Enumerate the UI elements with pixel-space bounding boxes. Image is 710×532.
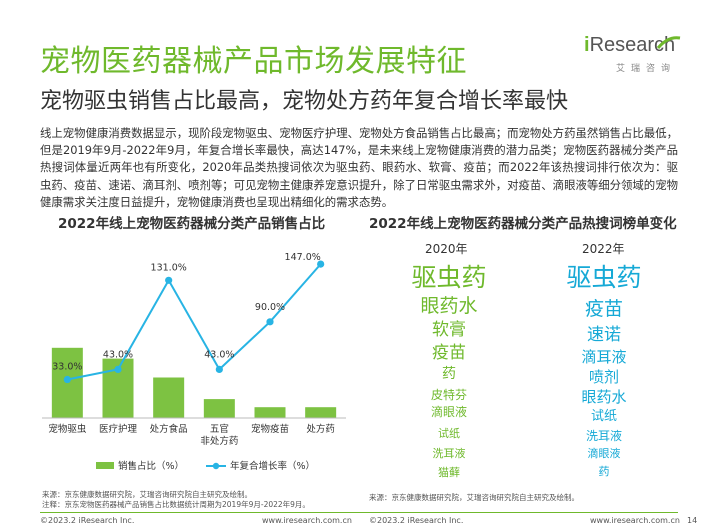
page-title: 宠物医药器械产品市场发展特征 xyxy=(40,44,467,79)
logo-wordmark: iResearch xyxy=(584,34,675,57)
legend-line-marker xyxy=(212,462,220,470)
keyword-col2022-5: 眼药水 xyxy=(581,388,627,406)
growth-label-3: 43.0% xyxy=(204,349,234,360)
keyword-col2022-2: 速诺 xyxy=(587,325,621,345)
category-label-2: 处方食品 xyxy=(150,423,188,435)
keyword-col2020-2: 软膏 xyxy=(432,320,466,340)
footer-url-left[interactable]: www.iresearch.com.cn xyxy=(262,516,352,525)
footer-url-right[interactable]: www.iresearch.com.cn xyxy=(590,516,680,525)
source-line: 来源：京东健康数据研究院，艾瑞咨询研究院自主研究及绘制。 xyxy=(42,490,252,499)
logo-prefix: i xyxy=(584,34,590,56)
keyword-col2022-6: 试纸 xyxy=(590,409,618,424)
footer-copyright-right: ©2023.2 iResearch Inc. xyxy=(369,516,464,525)
keyword-col2020-3: 疫苗 xyxy=(432,343,466,363)
keyword-col2020-5: 皮特芬 xyxy=(430,388,468,402)
category-label-4: 宠物疫苗 xyxy=(251,423,289,435)
keyword-col2020-1: 眼药水 xyxy=(420,295,478,317)
keyword-col2020-9: 猫藓 xyxy=(438,466,460,479)
growth-label-5: 147.0% xyxy=(285,252,321,263)
category-label-1: 医疗护理 xyxy=(99,423,138,435)
legend-bar-swatch xyxy=(96,462,114,469)
keyword-col2020-8: 洗耳液 xyxy=(432,447,466,460)
growth-label-2: 131.0% xyxy=(151,262,187,273)
source-note-left: 来源：京东健康数据研究院，艾瑞咨询研究院自主研究及绘制。 注释：京东宠物医药器械… xyxy=(42,490,310,510)
bar-2 xyxy=(153,377,185,418)
keyword-col2020-7: 试纸 xyxy=(438,427,460,440)
category-label-3: 五官非处方药 xyxy=(200,423,238,447)
legend-line-label: 年复合增长率（%） xyxy=(230,460,315,472)
footer-divider xyxy=(40,512,678,513)
bar-3 xyxy=(203,399,235,418)
iresearch-logo: iResearch 艾瑞咨询 xyxy=(584,34,684,80)
growth-point-3 xyxy=(215,365,223,373)
keyword-col2022-8: 滴眼液 xyxy=(587,447,621,460)
growth-point-5 xyxy=(317,260,325,268)
growth-label-4: 90.0% xyxy=(255,302,285,313)
sales-share-chart: 33.0% 43.0% 131.0% 43.0% 90.0% 147.0% 宠物驱虫 医疗护理… xyxy=(42,252,346,472)
keyword-col2022-0: 驱虫药 xyxy=(566,263,642,292)
year-label-2020: 2020年 xyxy=(425,242,468,256)
growth-label-0: 33.0% xyxy=(52,362,82,373)
page-number: 14 xyxy=(687,516,698,525)
category-label-5: 处方药 xyxy=(306,423,335,435)
year-label-2022: 2022年 xyxy=(582,242,625,256)
page-subtitle: 宠物驱虫销售占比最高，宠物处方药年复合增长率最快 xyxy=(40,89,569,114)
logo-name: Research xyxy=(589,34,676,56)
keyword-col2022-1: 疫苗 xyxy=(584,298,624,320)
bar-4 xyxy=(254,407,286,418)
bar-5 xyxy=(305,407,337,418)
footer-copyright-left: ©2023.2 iResearch Inc. xyxy=(40,516,135,525)
growth-label-1: 43.0% xyxy=(103,349,133,360)
keyword-col2022-7: 洗耳液 xyxy=(585,429,623,443)
growth-point-2 xyxy=(165,276,173,284)
logo-swoosh-icon xyxy=(656,36,681,49)
legend-bar-label: 销售占比（%） xyxy=(118,460,184,472)
body-paragraph: 线上宠物健康消费数据显示，现阶段宠物驱虫、宠物医疗护理、宠物处方食品销售占比最高… xyxy=(40,126,678,209)
growth-point-4 xyxy=(266,318,274,326)
logo-cn: 艾瑞咨询 xyxy=(616,64,677,74)
growth-point-1 xyxy=(114,365,122,373)
keyword-col2022-4: 喷剂 xyxy=(588,368,620,386)
note-line: 注释：京东宠物医药器械产品销售占比数据统计周期为2019年9月-2022年9月。 xyxy=(42,500,310,509)
keyword-col2020-0: 驱虫药 xyxy=(411,263,487,292)
left-chart-title: 2022年线上宠物医药器械分类产品销售占比 xyxy=(58,216,326,232)
keyword-col2020-6: 滴眼液 xyxy=(430,405,468,419)
keyword-col2022-3: 滴耳液 xyxy=(581,348,627,366)
right-chart-title: 2022年线上宠物医药器械分类产品热搜词榜单变化 xyxy=(369,216,677,232)
growth-point-0 xyxy=(63,375,71,384)
growth-line xyxy=(67,263,322,381)
keyword-col2020-4: 药 xyxy=(442,366,456,382)
category-label-0: 宠物驱虫 xyxy=(48,423,87,435)
keyword-col2022-9: 药 xyxy=(598,465,610,478)
source-note-right: 来源：京东健康数据研究院，艾瑞咨询研究院自主研究及绘制。 xyxy=(369,493,579,502)
